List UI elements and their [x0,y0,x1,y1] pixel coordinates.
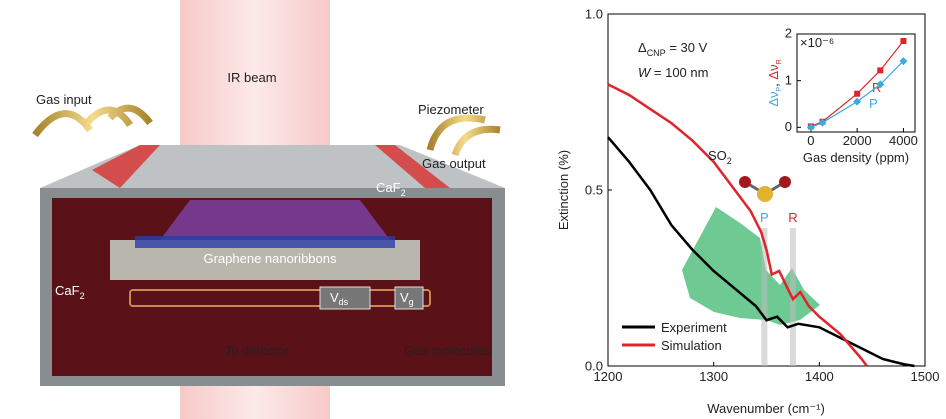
y-label-main: Δν [766,91,781,106]
series-label: P [869,96,878,111]
x-tick-label: 4000 [889,133,918,148]
x-axis-label: Gas density (ppm) [803,150,909,165]
nanoribbons [160,200,390,240]
label: Gas molecules [404,343,490,358]
y-label-main: Δν [766,64,781,79]
x-axis-label: Wavenumber (cm⁻¹) [707,401,825,416]
molecule-label: SO2 [708,148,732,166]
marker [900,38,906,44]
annotation-rest: = 30 V [666,40,708,55]
annotation-main: Δ [638,40,647,55]
marker [854,91,860,97]
label-sub: 2 [80,291,85,301]
x-tick-label: 0 [807,133,814,148]
y-tick-label: 2 [785,26,792,41]
figure: IR beam Gas input Piezometer Gas output … [0,0,946,419]
band-label: P [760,210,769,225]
molecule-label-sub: 2 [727,156,732,166]
label-sub: 2 [401,188,406,198]
label: Piezometer [418,102,484,117]
electrode [135,236,395,248]
y-tick-label: 1.0 [585,6,603,21]
gas-input-tubes [35,108,150,135]
annotation: W = 100 nm [638,65,708,80]
label: To detector [225,343,290,358]
y-tick-label: 0.5 [585,182,603,197]
label: IR beam [227,70,276,85]
y-label-sub: R [776,59,783,64]
diagram: IR beam Gas input Piezometer Gas output … [35,0,505,419]
difference-shading [682,207,820,325]
y-axis-label: Extinction (%) [556,150,571,230]
y-tick-label: 0.0 [585,358,603,373]
x-tick-label: 1500 [911,369,940,384]
annotation: ΔCNP = 30 V [638,40,708,58]
y-axis-label: ΔνP, ΔνR [766,59,783,106]
x-tick-label: 2000 [843,133,872,148]
y-label-sep: , [766,80,781,87]
multiplier: ×10⁻⁶ [800,35,834,50]
molecule-label-main: SO [708,148,727,163]
label: Gas output [422,156,486,171]
label: Gas input [36,92,92,107]
legend-label: Experiment [661,320,727,335]
label-main: V [400,290,409,305]
y-tick-label: 1 [785,72,792,87]
label-main: V [330,290,339,305]
label: Graphene nanoribbons [204,251,337,266]
label-sub: ds [339,297,349,307]
y-tick-label: 0 [785,119,792,134]
band-label: R [788,210,797,225]
x-tick-label: 1400 [805,369,834,384]
legend-label: Simulation [661,338,722,353]
molecule-icon [739,176,791,202]
marker [877,67,883,73]
x-tick-label: 1300 [699,369,728,384]
annotation-sub: CNP [647,48,666,58]
label-sub: g [409,297,414,307]
label-main: CaF [55,283,80,298]
annotation-rest: = 100 nm [650,65,708,80]
label-main: CaF [376,180,401,195]
gas-output-tubes [430,118,500,155]
